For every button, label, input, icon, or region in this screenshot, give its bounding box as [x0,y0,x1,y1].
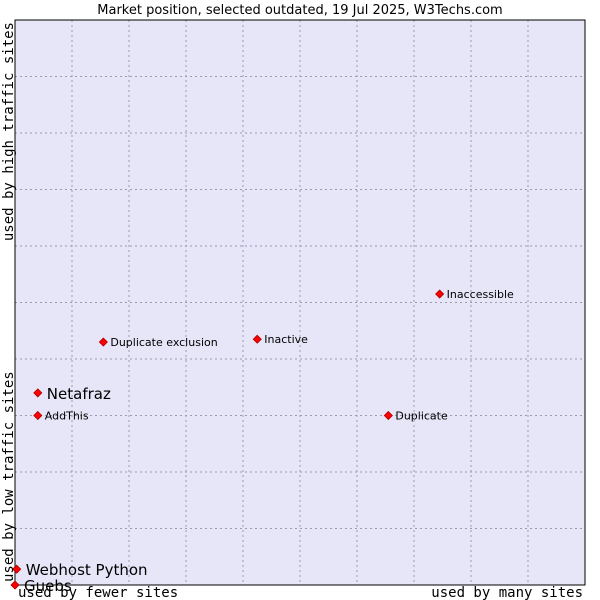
data-point: Inaccessible [435,288,514,301]
plot-border [14,19,586,586]
point-label: Duplicate [395,410,448,423]
point-marker [33,410,43,421]
grid-lines [15,20,585,585]
point-marker [252,334,262,344]
point-marker [98,337,108,347]
point-marker [10,580,20,590]
data-point: Duplicate [383,410,448,423]
chart-title: Market position, selected outdated, 19 J… [97,3,502,18]
point-marker [383,410,393,421]
data-point: Webhost Python [12,561,148,579]
point-label: AddThis [45,410,89,423]
point-label: Duplicate exclusion [110,336,217,349]
point-label: Inaccessible [447,288,514,301]
y-axis-label-low: used by low traffic sites [1,371,17,582]
data-point: Netafraz [33,385,111,403]
point-label: Inactive [264,333,308,346]
x-axis-label-high: used by many sites [431,585,583,600]
point-label: Guebs [24,577,72,595]
point-marker [12,564,22,574]
data-point: Inactive [252,333,308,346]
data-point: Duplicate exclusion [98,336,218,349]
data-point: Guebs [10,577,72,595]
x-axis-label-low: used by fewer sites [18,585,178,600]
data-point: AddThis [33,410,89,423]
point-marker [33,388,43,398]
point-label: Netafraz [47,385,111,403]
point-label: Webhost Python [26,561,148,579]
y-axis-label-high: used by high traffic sites [1,22,17,241]
point-marker [435,289,445,299]
data-points: Inaccessible Duplicate exclusion Inactive N… [10,288,514,595]
